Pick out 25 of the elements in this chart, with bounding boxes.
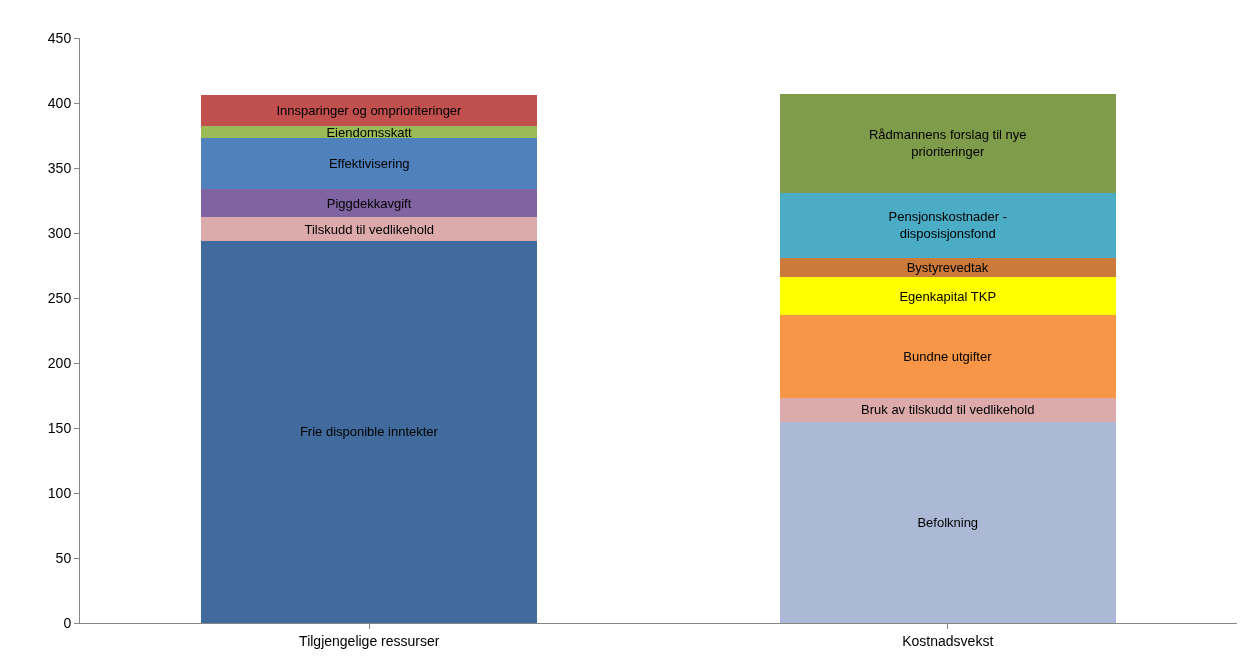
y-tick-label: 300 bbox=[47, 224, 72, 241]
y-tick-label: 0 bbox=[63, 614, 72, 631]
y-tick-label: 150 bbox=[47, 419, 72, 436]
y-tick-label: 450 bbox=[47, 29, 72, 46]
series-label: Tilskudd til vedlikehold bbox=[304, 221, 435, 237]
y-tick-label: 350 bbox=[47, 159, 72, 176]
x-tick-label: Tilgjengelige ressurser bbox=[299, 632, 440, 649]
series-label: Bundne utgifter bbox=[903, 349, 993, 364]
series-label: Rådmannens forslag til nye prioriteringer bbox=[868, 127, 1027, 160]
series-label: Befolkning bbox=[917, 514, 979, 530]
series-label: Bruk av tilskudd til vedlikehold bbox=[861, 402, 1035, 418]
series-label: Innsparinger og omprioriteringer bbox=[276, 103, 463, 119]
y-tick-label: 250 bbox=[47, 289, 72, 306]
series-label: Eiendomsskatt bbox=[326, 124, 413, 140]
series-label: Pensjonskostnader - disposisjonsfond bbox=[888, 209, 1007, 242]
y-tick-label: 100 bbox=[47, 484, 72, 501]
series-label: Piggdekkavgift bbox=[326, 195, 412, 211]
x-tick-label: Kostnadsvekst bbox=[902, 632, 994, 649]
y-tick-label: 400 bbox=[47, 94, 72, 111]
series-label: Bystyrevedtak bbox=[906, 259, 989, 275]
series-label: Frie disponible inntekter bbox=[299, 424, 439, 440]
y-tick-label: 50 bbox=[55, 549, 72, 566]
series-label: Egenkapital TKP bbox=[899, 288, 997, 304]
y-tick-label: 200 bbox=[47, 354, 72, 371]
series-label: Effektivisering bbox=[328, 155, 410, 171]
